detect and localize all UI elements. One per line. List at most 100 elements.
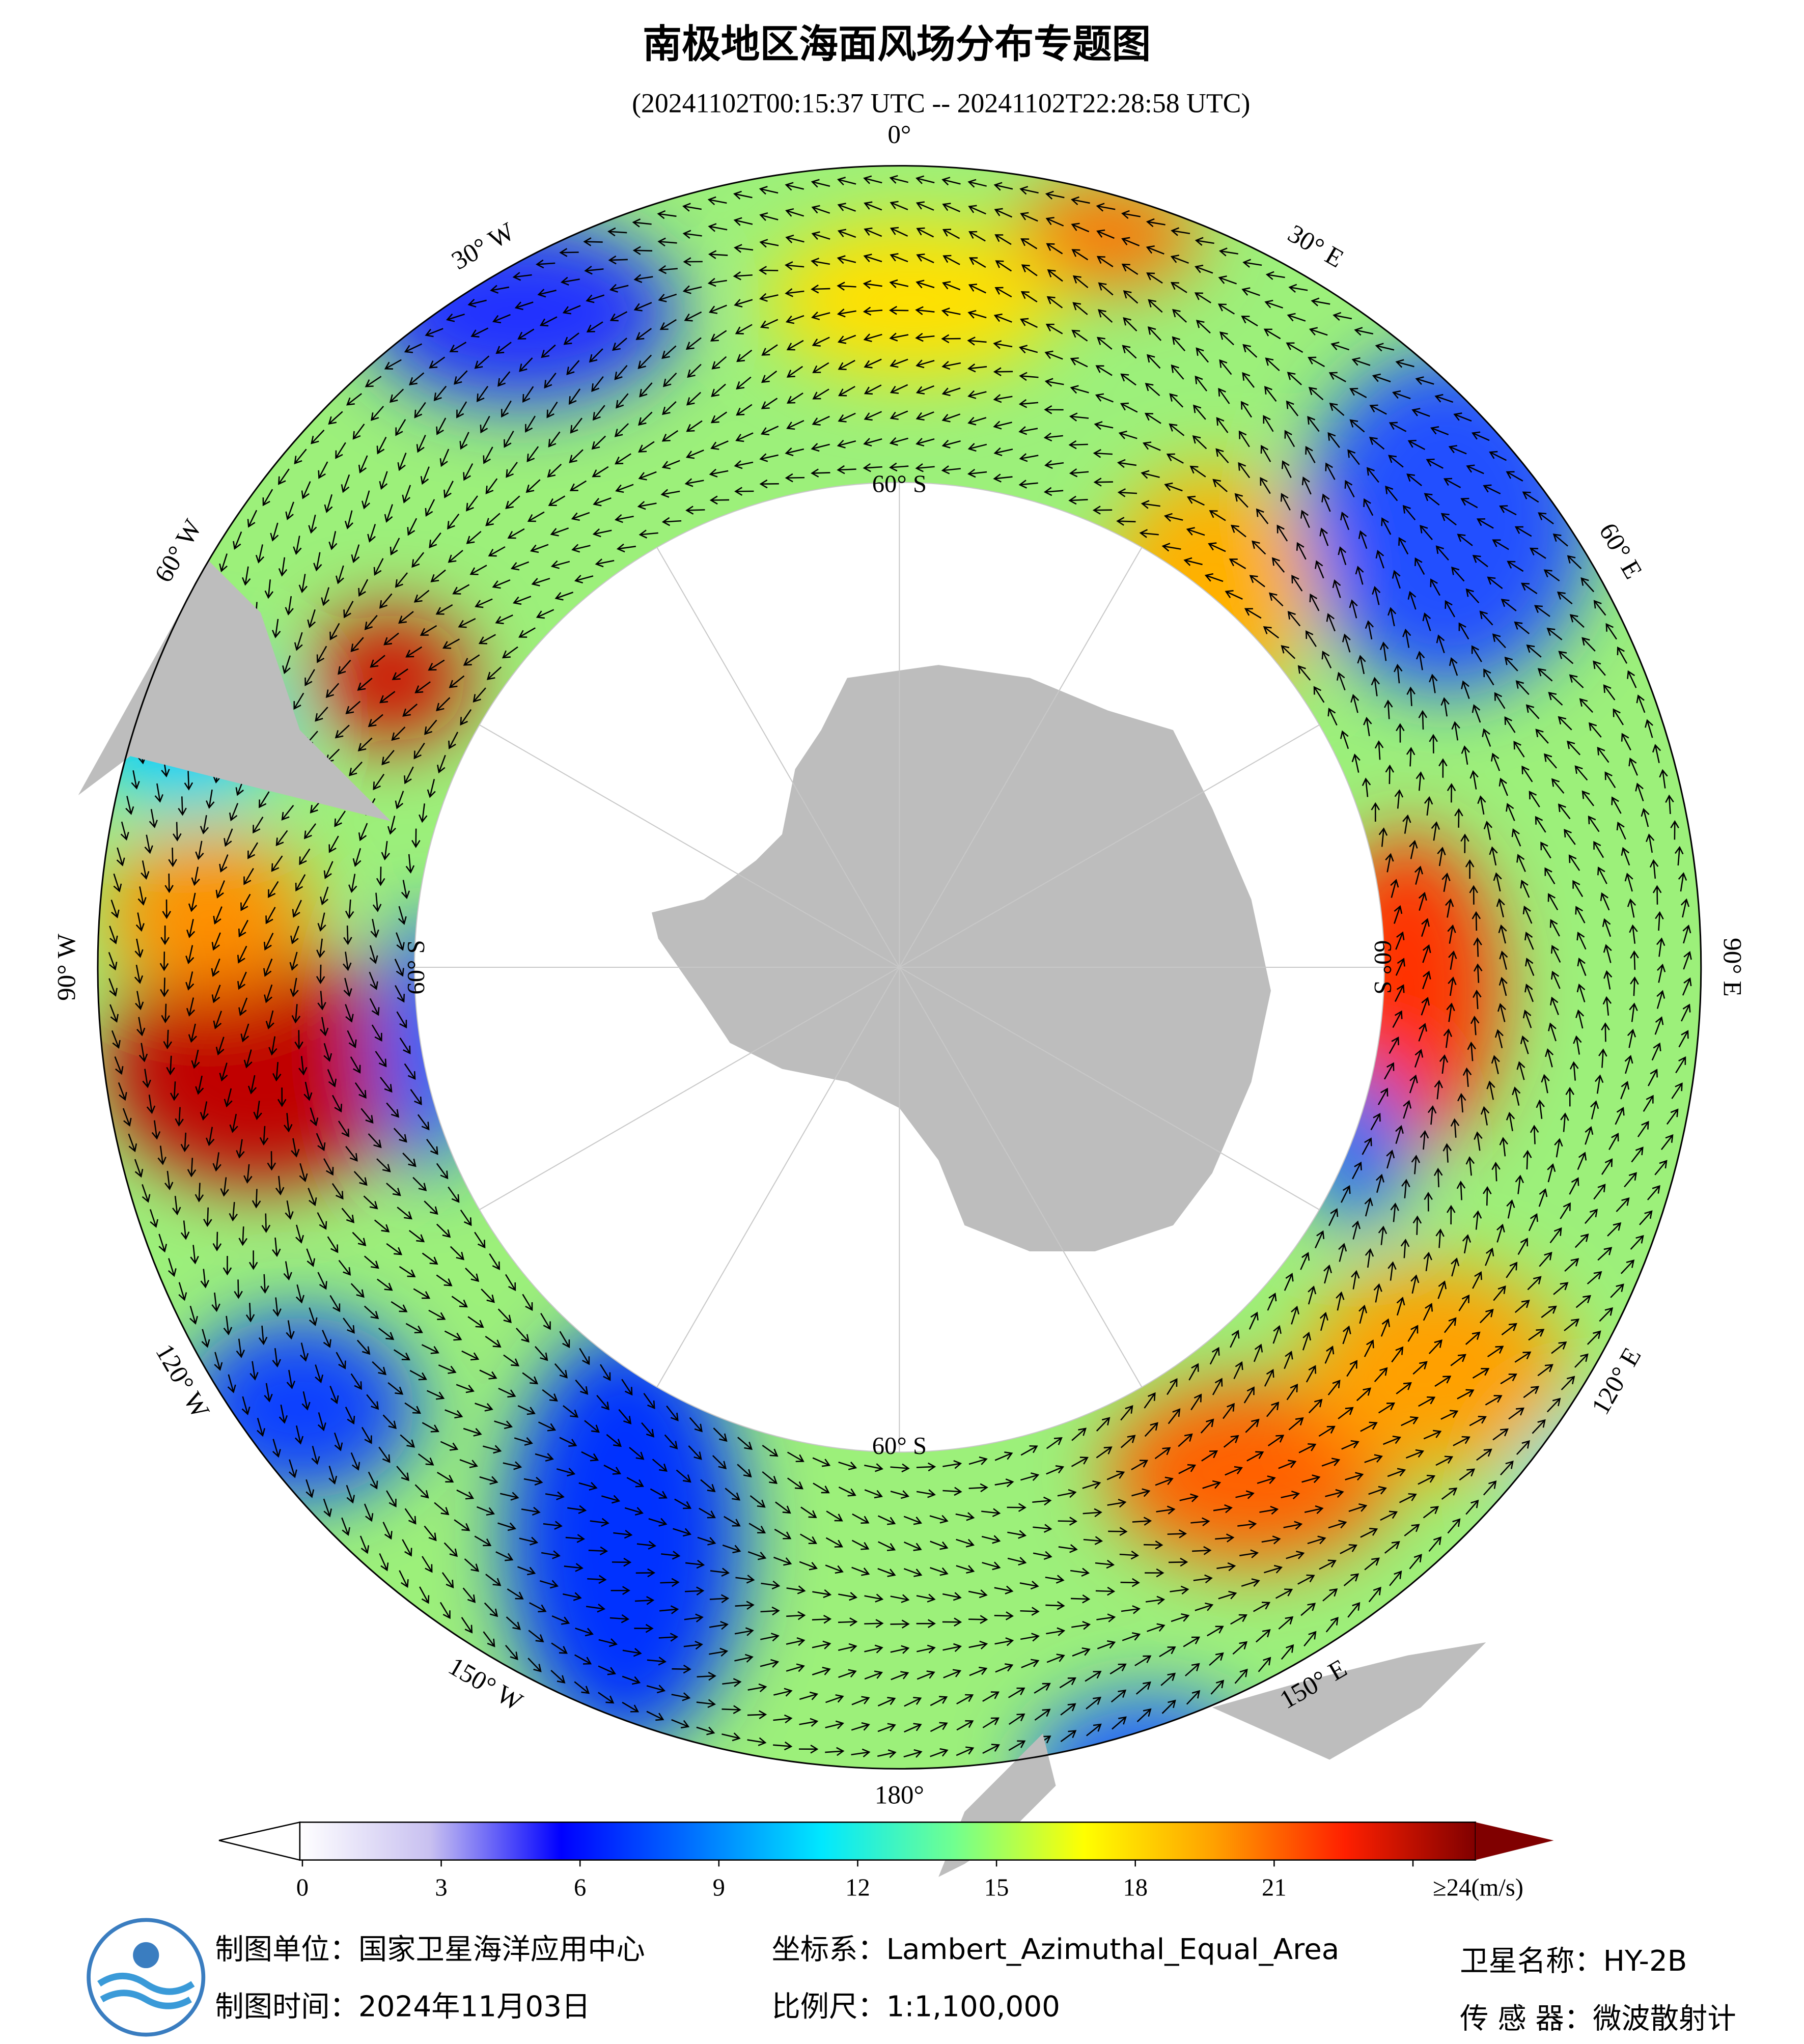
wind-arrow <box>569 449 584 463</box>
wind-arrow <box>1311 297 1330 306</box>
wind-arrow <box>331 1095 342 1113</box>
wind-arrow <box>614 514 634 523</box>
wind-arrow <box>1401 1416 1419 1426</box>
wind-arrow <box>1476 1448 1492 1461</box>
wind-arrow <box>233 531 242 550</box>
wind-arrow <box>247 842 259 859</box>
wind-arrow <box>190 1245 199 1265</box>
wind-arrow <box>485 478 498 495</box>
wind-arrow <box>142 1069 151 1088</box>
wind-arrow <box>259 791 270 808</box>
wind-arrow <box>1266 1402 1280 1417</box>
wind-arrow <box>1601 1022 1610 1042</box>
wind-arrow <box>1308 386 1324 401</box>
wind-arrow <box>265 1010 274 1030</box>
wind-arrow <box>375 1051 387 1068</box>
wind-arrow <box>1193 1574 1213 1584</box>
wind-arrow <box>1472 911 1481 931</box>
wind-arrow <box>1034 1683 1051 1694</box>
wind-arrow <box>550 1670 566 1684</box>
wind-arrow <box>1544 753 1557 769</box>
wind-arrow <box>584 1420 600 1433</box>
wind-arrow <box>391 1301 408 1312</box>
wind-arrow <box>1142 441 1161 451</box>
wind-arrow <box>586 1604 606 1613</box>
wind-arrow <box>864 227 882 237</box>
wind-arrow <box>1340 511 1350 530</box>
wind-arrow <box>1605 623 1617 640</box>
wind-arrow <box>1474 1131 1483 1151</box>
wind-arrow <box>1603 970 1613 990</box>
wind-arrow <box>1654 1160 1668 1175</box>
wind-arrow <box>413 1288 431 1299</box>
wind-arrow <box>241 1396 251 1416</box>
wind-arrow <box>1418 1396 1436 1407</box>
wind-arrow <box>877 1567 896 1577</box>
wind-arrow <box>344 510 353 529</box>
wind-arrow <box>428 1309 446 1320</box>
wind-arrow <box>429 356 446 369</box>
wind-arrow <box>915 438 935 447</box>
wind-arrow <box>1047 269 1063 282</box>
wind-arrow <box>1447 783 1456 803</box>
wind-arrow <box>1536 1099 1545 1119</box>
wind-arrow <box>536 609 554 619</box>
wind-arrow <box>336 565 344 584</box>
wind-arrow <box>1446 1002 1455 1022</box>
wind-arrow <box>1043 487 1064 496</box>
wind-arrow <box>1033 1524 1052 1533</box>
wind-arrow <box>687 363 702 378</box>
wind-arrow <box>1368 1586 1381 1603</box>
wind-arrow <box>1186 1690 1201 1705</box>
wind-arrow <box>426 1138 438 1155</box>
wind-arrow <box>108 978 118 997</box>
wind-arrow <box>915 306 935 315</box>
wind-arrow <box>1507 561 1524 572</box>
wind-arrow <box>591 376 604 392</box>
wind-arrow <box>345 1407 355 1425</box>
wind-arrow <box>1608 1132 1619 1150</box>
wind-arrow <box>382 1414 397 1430</box>
wind-arrow <box>1394 905 1403 924</box>
wind-arrow <box>291 1138 300 1158</box>
wind-arrow <box>1122 1632 1141 1641</box>
wind-arrow <box>941 334 961 344</box>
wind-arrow <box>341 1208 355 1223</box>
wind-arrow <box>1443 1028 1453 1048</box>
wind-arrow <box>317 1272 327 1290</box>
wind-arrow <box>1603 684 1616 701</box>
title: 南极地区海面风场分布专题图 <box>643 22 1151 67</box>
wind-arrow <box>1302 1331 1311 1351</box>
wind-arrow <box>402 1539 412 1557</box>
wind-arrow <box>1512 1086 1521 1106</box>
wind-arrow <box>502 646 518 659</box>
wind-arrow <box>1341 1440 1359 1450</box>
wind-arrow <box>1307 1535 1326 1545</box>
wind-arrow <box>1234 1668 1248 1684</box>
wind-arrow <box>673 1528 692 1537</box>
wind-arrow <box>1651 1042 1661 1061</box>
wind-arrow <box>785 261 804 270</box>
wind-arrow <box>1445 898 1454 918</box>
wind-arrow <box>372 892 382 912</box>
wind-arrow <box>1256 1629 1271 1643</box>
wind-arrow <box>234 1279 243 1299</box>
wind-arrow <box>1095 365 1113 376</box>
wind-arrow <box>813 1482 830 1494</box>
wind-arrow <box>195 1075 204 1095</box>
wind-arrow <box>1348 1503 1368 1512</box>
wind-arrow <box>141 860 150 880</box>
wind-arrow <box>863 280 882 289</box>
wind-arrow <box>811 443 830 452</box>
wind-arrow <box>596 1394 609 1411</box>
wind-arrow <box>404 343 423 353</box>
wind-arrow <box>629 1447 645 1460</box>
wind-arrow <box>1378 1225 1387 1245</box>
wind-arrow <box>122 1108 132 1127</box>
wind-arrow <box>967 468 987 478</box>
wind-arrow <box>1201 1450 1218 1462</box>
wind-arrow <box>759 479 779 489</box>
wind-arrow <box>1122 345 1137 359</box>
wind-arrow <box>1439 1054 1449 1074</box>
wind-arrow <box>1354 327 1374 336</box>
